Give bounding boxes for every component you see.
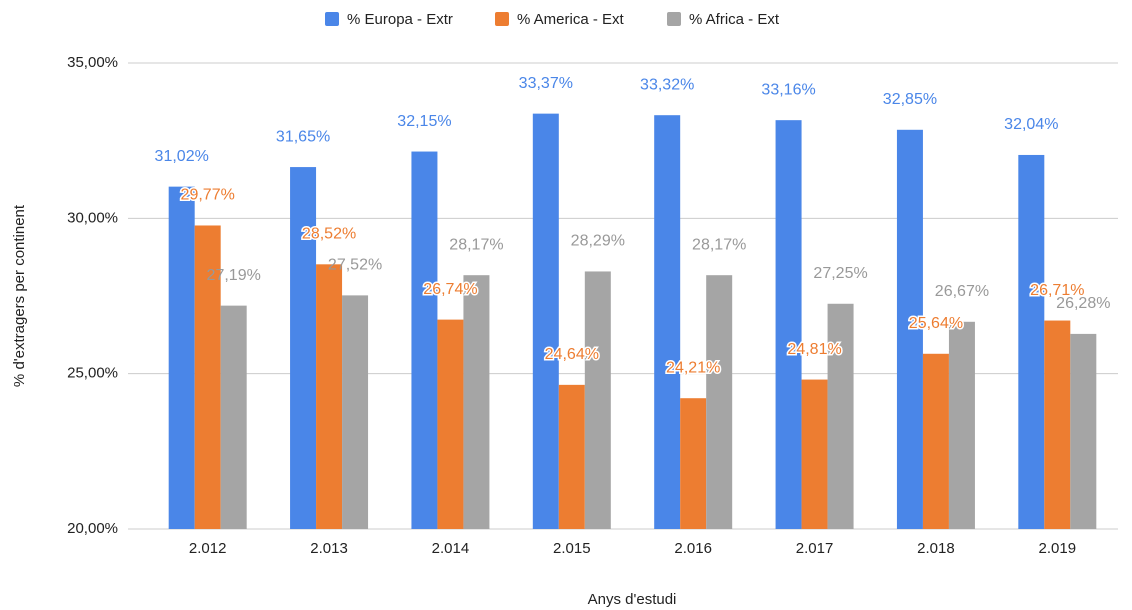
x-axis-label: Anys d'estudi [588, 591, 677, 608]
bar [1070, 333, 1097, 529]
x-tick-label: 2.014 [432, 540, 470, 557]
value-label: 32,15% [397, 113, 451, 130]
x-tick-label: 2.019 [1039, 540, 1077, 557]
bar [290, 167, 317, 529]
legend-swatch [667, 12, 681, 26]
legend-label: % Africa - Ext [689, 11, 780, 28]
value-label: 33,37% [519, 75, 573, 92]
bar [896, 129, 923, 529]
y-tick-label: 30,00% [67, 209, 118, 226]
bar [411, 151, 438, 530]
bar [220, 305, 247, 529]
value-label: 26,28% [1056, 295, 1110, 312]
bar [706, 275, 733, 529]
legend-swatch [325, 12, 339, 26]
value-label: 25,64% [909, 315, 963, 332]
bar [168, 186, 195, 530]
x-tick-label: 2.015 [553, 540, 591, 557]
value-label: 28,29% [571, 233, 625, 250]
bar [194, 225, 221, 529]
bar [775, 120, 802, 530]
value-label: 29,77% [181, 187, 235, 204]
value-label: 28,17% [692, 236, 746, 253]
value-label: 27,52% [328, 257, 382, 274]
value-label: 24,21% [666, 359, 720, 376]
x-tick-label: 2.013 [310, 540, 348, 557]
bar [680, 398, 707, 529]
value-label: 26,67% [935, 283, 989, 300]
x-tick-label: 2.012 [189, 540, 227, 557]
value-label: 26,71% [1030, 282, 1084, 299]
y-tick-label: 35,00% [67, 54, 118, 71]
value-label: 24,81% [787, 341, 841, 358]
bar [948, 321, 975, 529]
bar [558, 384, 585, 529]
bar [827, 303, 854, 529]
bar [463, 275, 490, 529]
bar [1044, 320, 1071, 529]
legend-label: % America - Ext [517, 11, 625, 28]
value-label: 31,02% [155, 148, 209, 165]
x-tick-label: 2.017 [796, 540, 834, 557]
bar [584, 271, 611, 529]
bar [654, 115, 681, 529]
bar [342, 295, 369, 529]
value-label: 28,17% [449, 236, 503, 253]
legend-label: % Europa - Extr [347, 11, 453, 28]
x-tick-label: 2.016 [674, 540, 712, 557]
value-label: 27,25% [813, 265, 867, 282]
bar [801, 379, 828, 529]
value-label: 33,16% [761, 81, 815, 98]
x-tick-label: 2.018 [917, 540, 955, 557]
legend-swatch [495, 12, 509, 26]
bar [922, 353, 949, 529]
value-label: 27,19% [207, 267, 261, 284]
bar [316, 264, 343, 529]
value-label: 28,52% [302, 226, 356, 243]
value-label: 33,32% [640, 76, 694, 93]
value-label: 32,85% [883, 91, 937, 108]
value-label: 31,65% [276, 128, 330, 145]
y-tick-label: 25,00% [67, 365, 118, 382]
value-label: 32,04% [1004, 116, 1058, 133]
y-tick-label: 20,00% [67, 520, 118, 537]
bar [532, 113, 559, 529]
bar [1018, 154, 1045, 529]
value-label: 24,64% [545, 346, 599, 363]
value-label: 26,74% [423, 281, 477, 298]
y-axis-label: % d'extragers per continent [11, 204, 28, 387]
bar [437, 319, 464, 529]
